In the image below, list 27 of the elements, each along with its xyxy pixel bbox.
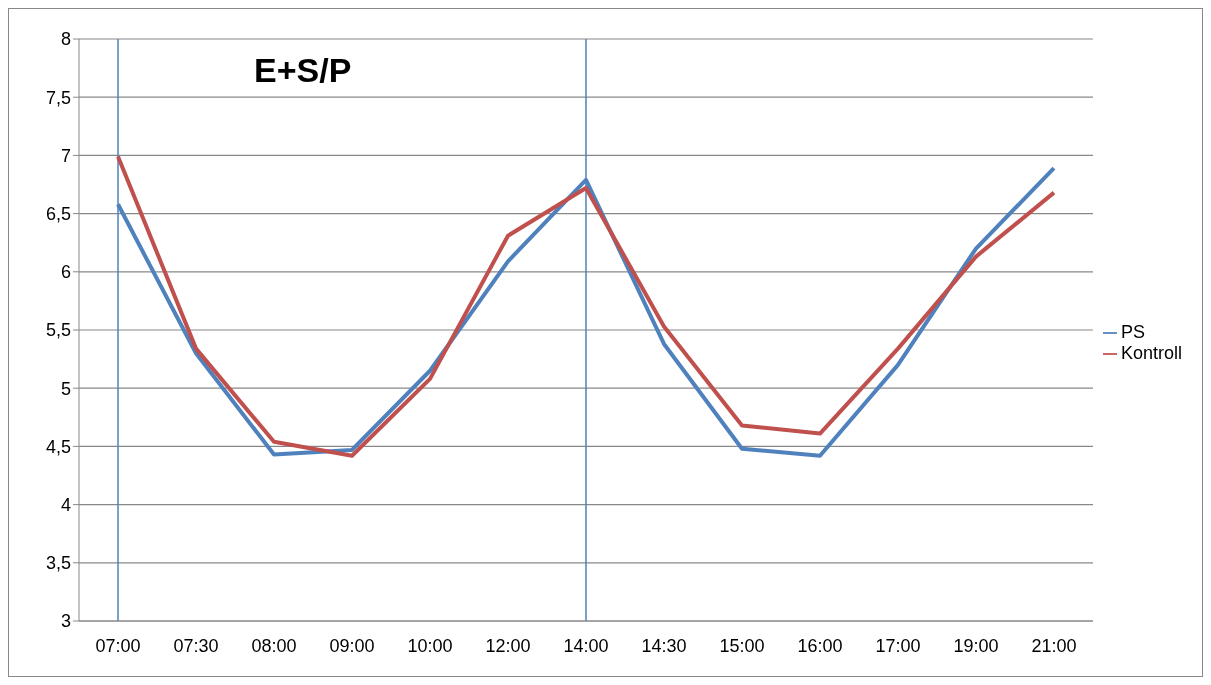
x-tick-label: 07:00 xyxy=(95,635,141,656)
x-tick-label: 07:30 xyxy=(173,635,219,656)
y-tick-label: 8 xyxy=(60,29,71,50)
y-tick-label: 4,5 xyxy=(45,436,71,457)
x-tick-label: 08:00 xyxy=(251,635,297,656)
x-tick-label: 19:00 xyxy=(953,635,999,656)
y-tick-label: 3 xyxy=(60,611,71,632)
y-tick-label: 3,5 xyxy=(45,553,71,574)
y-tick-label: 4 xyxy=(60,494,71,515)
x-tick-label: 21:00 xyxy=(1031,635,1077,656)
legend-label: Kontroll xyxy=(1120,342,1182,363)
x-tick-label: 09:00 xyxy=(329,635,375,656)
legend-label: PS xyxy=(1120,321,1145,342)
chart-title: E+S/P xyxy=(254,51,352,90)
y-tick-label: 7,5 xyxy=(45,87,71,108)
x-tick-label: 14:30 xyxy=(641,635,687,656)
y-tick-label: 5 xyxy=(60,378,71,399)
y-tick-label: 5,5 xyxy=(45,320,71,341)
x-tick-label: 10:00 xyxy=(407,635,453,656)
y-tick-label: 7 xyxy=(60,145,71,166)
x-tick-label: 15:00 xyxy=(719,635,765,656)
x-tick-label: 12:00 xyxy=(485,635,531,656)
x-tick-label: 16:00 xyxy=(797,635,843,656)
x-tick-label: 17:00 xyxy=(875,635,921,656)
x-tick-label: 14:00 xyxy=(563,635,609,656)
y-tick-label: 6 xyxy=(60,262,71,283)
y-tick-label: 6,5 xyxy=(45,203,71,224)
